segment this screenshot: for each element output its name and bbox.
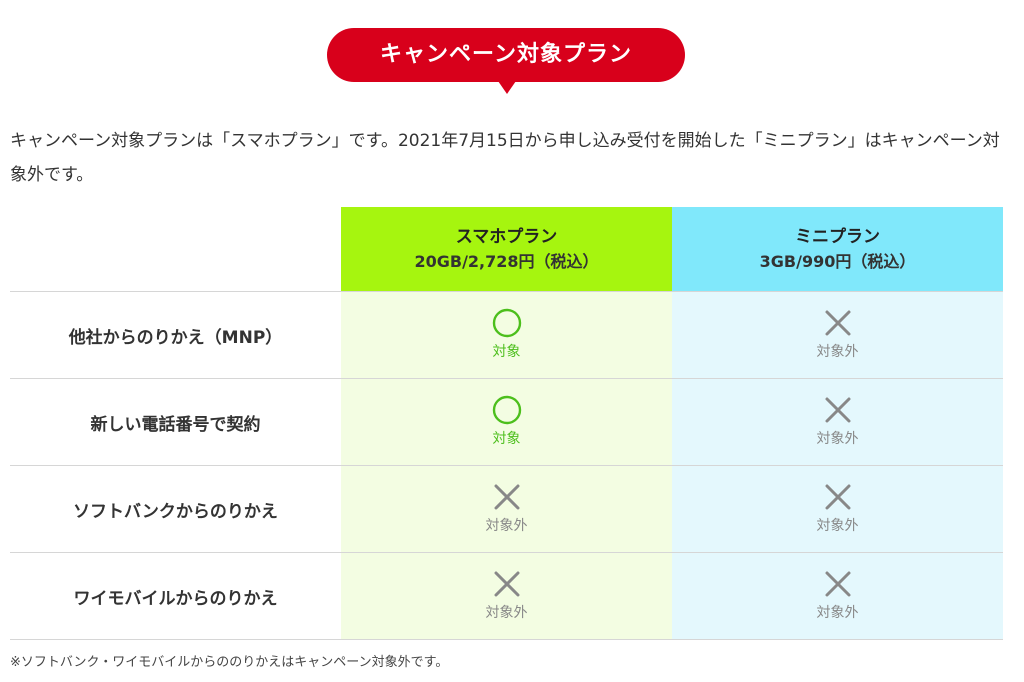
cross-icon <box>494 571 519 597</box>
table-row: 他社からのりかえ（MNP） 対象 対象外 <box>10 291 1003 379</box>
cross-icon <box>825 484 850 510</box>
table-row: ワイモバイルからのりかえ対象外 対象外 <box>10 552 1003 640</box>
cross-icon <box>825 397 850 423</box>
eligibility-status: 対象 <box>492 344 521 360</box>
cross-icon <box>494 484 519 510</box>
plan-name: スマホプラン <box>455 227 558 247</box>
mini-plan-cell: 対象外 <box>672 552 1003 640</box>
smartphone-plan-cell: 対象外 <box>341 552 672 640</box>
eligibility-status: 対象外 <box>816 605 859 621</box>
table-row: ソフトバンクからのりかえ対象外 対象外 <box>10 465 1003 553</box>
plan-name: ミニプラン <box>795 227 880 247</box>
smartphone-plan-cell: 対象 <box>341 378 672 466</box>
header-smartphone-plan: スマホプラン 20GB/2,728円（税込） <box>341 207 672 292</box>
footnote: ※ソフトバンク・ワイモバイルからののりかえはキャンペーン対象外です。 <box>10 655 449 670</box>
cross-icon <box>825 571 850 597</box>
mini-plan-cell: 対象外 <box>672 378 1003 466</box>
plan-price: 20GB/2,728円（税込） <box>414 252 599 271</box>
eligibility-status: 対象 <box>492 431 521 447</box>
smartphone-plan-cell: 対象 <box>341 291 672 379</box>
intro-text: キャンペーン対象プランは「スマホプラン」です。2021年7月15日から申し込み受… <box>10 131 1000 185</box>
eligibility-status: 対象外 <box>485 518 528 534</box>
row-label: ソフトバンクからのりかえ <box>10 465 341 553</box>
row-label: ワイモバイルからのりかえ <box>10 552 341 640</box>
eligibility-status: 対象外 <box>485 605 528 621</box>
banner-title: キャンペーン対象プラン <box>327 28 685 82</box>
eligibility-status: 対象外 <box>816 431 859 447</box>
smartphone-plan-cell: 対象外 <box>341 465 672 553</box>
plan-price: 3GB/990円（税込） <box>759 252 916 271</box>
header-mini-plan: ミニプラン 3GB/990円（税込） <box>672 207 1003 292</box>
table-row: 新しい電話番号で契約対象 対象外 <box>10 378 1003 466</box>
banner-pointer <box>498 81 516 94</box>
mini-plan-cell: 対象外 <box>672 465 1003 553</box>
eligibility-status: 対象外 <box>816 344 859 360</box>
row-label: 新しい電話番号で契約 <box>10 378 341 466</box>
row-label: 他社からのりかえ（MNP） <box>10 291 341 379</box>
campaign-banner: キャンペーン対象プラン <box>0 26 1024 98</box>
circle-icon <box>492 395 521 425</box>
table-header-row: スマホプラン 20GB/2,728円（税込） ミニプラン 3GB/990円（税込… <box>10 207 1003 292</box>
cross-icon <box>825 310 850 336</box>
circle-icon <box>492 308 521 338</box>
mini-plan-cell: 対象外 <box>672 291 1003 379</box>
eligibility-status: 対象外 <box>816 518 859 534</box>
header-blank-cell <box>10 207 341 292</box>
plan-comparison-table: スマホプラン 20GB/2,728円（税込） ミニプラン 3GB/990円（税込… <box>10 207 1003 640</box>
